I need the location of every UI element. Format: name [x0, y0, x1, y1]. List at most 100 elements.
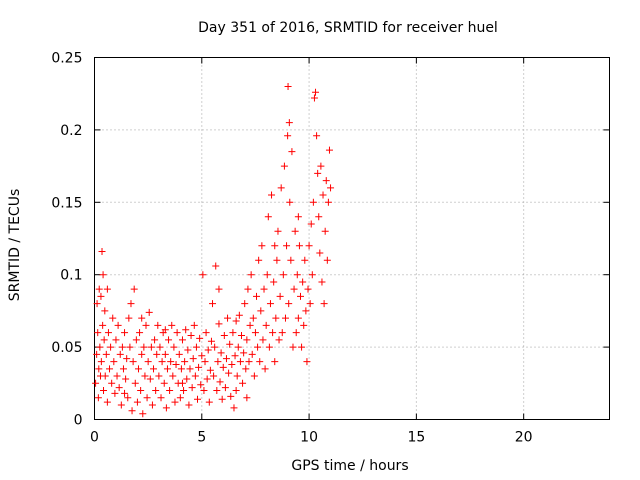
data-point — [138, 314, 146, 322]
data-point — [216, 378, 224, 386]
data-point — [213, 387, 221, 395]
data-point — [154, 321, 162, 329]
data-point — [212, 262, 220, 270]
data-point — [278, 329, 286, 337]
data-point — [130, 285, 138, 293]
data-point — [119, 365, 127, 373]
data-point — [192, 343, 200, 351]
data-point — [220, 332, 228, 340]
data-point — [136, 329, 144, 337]
data-point — [178, 336, 186, 344]
data-point — [232, 387, 240, 395]
data-point — [322, 177, 330, 185]
data-point — [255, 256, 263, 264]
data-point — [303, 358, 311, 366]
data-point — [157, 394, 165, 402]
data-point — [315, 213, 323, 221]
data-point — [171, 398, 179, 406]
data-point — [245, 358, 253, 366]
data-point — [121, 329, 129, 337]
data-point — [167, 358, 175, 366]
data-point — [98, 248, 106, 256]
data-point — [276, 292, 284, 300]
data-point — [251, 329, 259, 337]
data-point — [177, 365, 185, 373]
plot-frame — [94, 57, 610, 420]
data-point — [195, 363, 203, 371]
data-point — [293, 271, 301, 279]
data-point — [209, 300, 217, 308]
data-point — [165, 336, 173, 344]
data-point — [161, 350, 169, 358]
x-tick-label: 15 — [407, 430, 425, 446]
y-tick-label: 0.1 — [60, 268, 82, 284]
data-point — [215, 285, 223, 293]
data-point — [274, 227, 282, 235]
data-point — [121, 389, 129, 397]
data-point — [225, 369, 233, 377]
data-point — [211, 343, 219, 351]
data-point — [101, 307, 109, 315]
data-point — [310, 94, 318, 102]
data-point — [295, 242, 303, 250]
data-point — [215, 320, 223, 328]
data-point — [93, 350, 101, 358]
data-point — [145, 308, 153, 316]
data-point — [128, 407, 136, 415]
data-point — [151, 336, 159, 344]
data-point — [318, 278, 326, 286]
data-point — [248, 350, 256, 358]
data-point — [319, 191, 327, 199]
data-point — [261, 365, 269, 373]
x-tick-label: 5 — [197, 430, 206, 446]
data-point — [116, 350, 124, 358]
data-point — [316, 249, 324, 257]
data-point — [142, 321, 150, 329]
data-point — [204, 346, 212, 354]
data-point — [182, 326, 190, 334]
data-point — [168, 321, 176, 329]
data-point — [266, 300, 274, 308]
data-point — [102, 350, 110, 358]
data-point — [283, 242, 291, 250]
data-point — [94, 394, 102, 402]
data-point — [99, 321, 107, 329]
data-point — [103, 285, 111, 293]
data-point — [273, 256, 281, 264]
data-point — [280, 162, 288, 170]
data-point — [100, 336, 108, 344]
data-point — [197, 381, 205, 389]
data-point — [277, 184, 285, 192]
data-point — [109, 314, 117, 322]
data-point — [205, 398, 213, 406]
data-point — [92, 379, 100, 387]
data-point — [146, 375, 154, 383]
data-point — [317, 162, 325, 170]
data-point — [250, 372, 258, 380]
data-point — [321, 227, 329, 235]
data-point — [235, 311, 243, 319]
data-point — [294, 314, 302, 322]
data-point — [144, 358, 152, 366]
data-point — [96, 343, 104, 351]
data-point — [132, 336, 140, 344]
data-point — [126, 343, 134, 351]
data-point — [161, 326, 169, 334]
data-point — [323, 256, 331, 264]
data-point — [147, 343, 155, 351]
data-point — [176, 394, 184, 402]
data-point — [133, 398, 141, 406]
data-point — [268, 191, 276, 199]
data-point — [264, 213, 272, 221]
data-point — [292, 329, 300, 337]
data-point — [309, 198, 317, 206]
data-point — [239, 379, 247, 387]
data-point — [285, 300, 293, 308]
data-point — [249, 314, 257, 322]
data-point — [262, 321, 270, 329]
data-point — [269, 329, 277, 337]
data-point — [186, 365, 194, 373]
data-point — [198, 352, 206, 360]
data-point — [187, 332, 195, 340]
